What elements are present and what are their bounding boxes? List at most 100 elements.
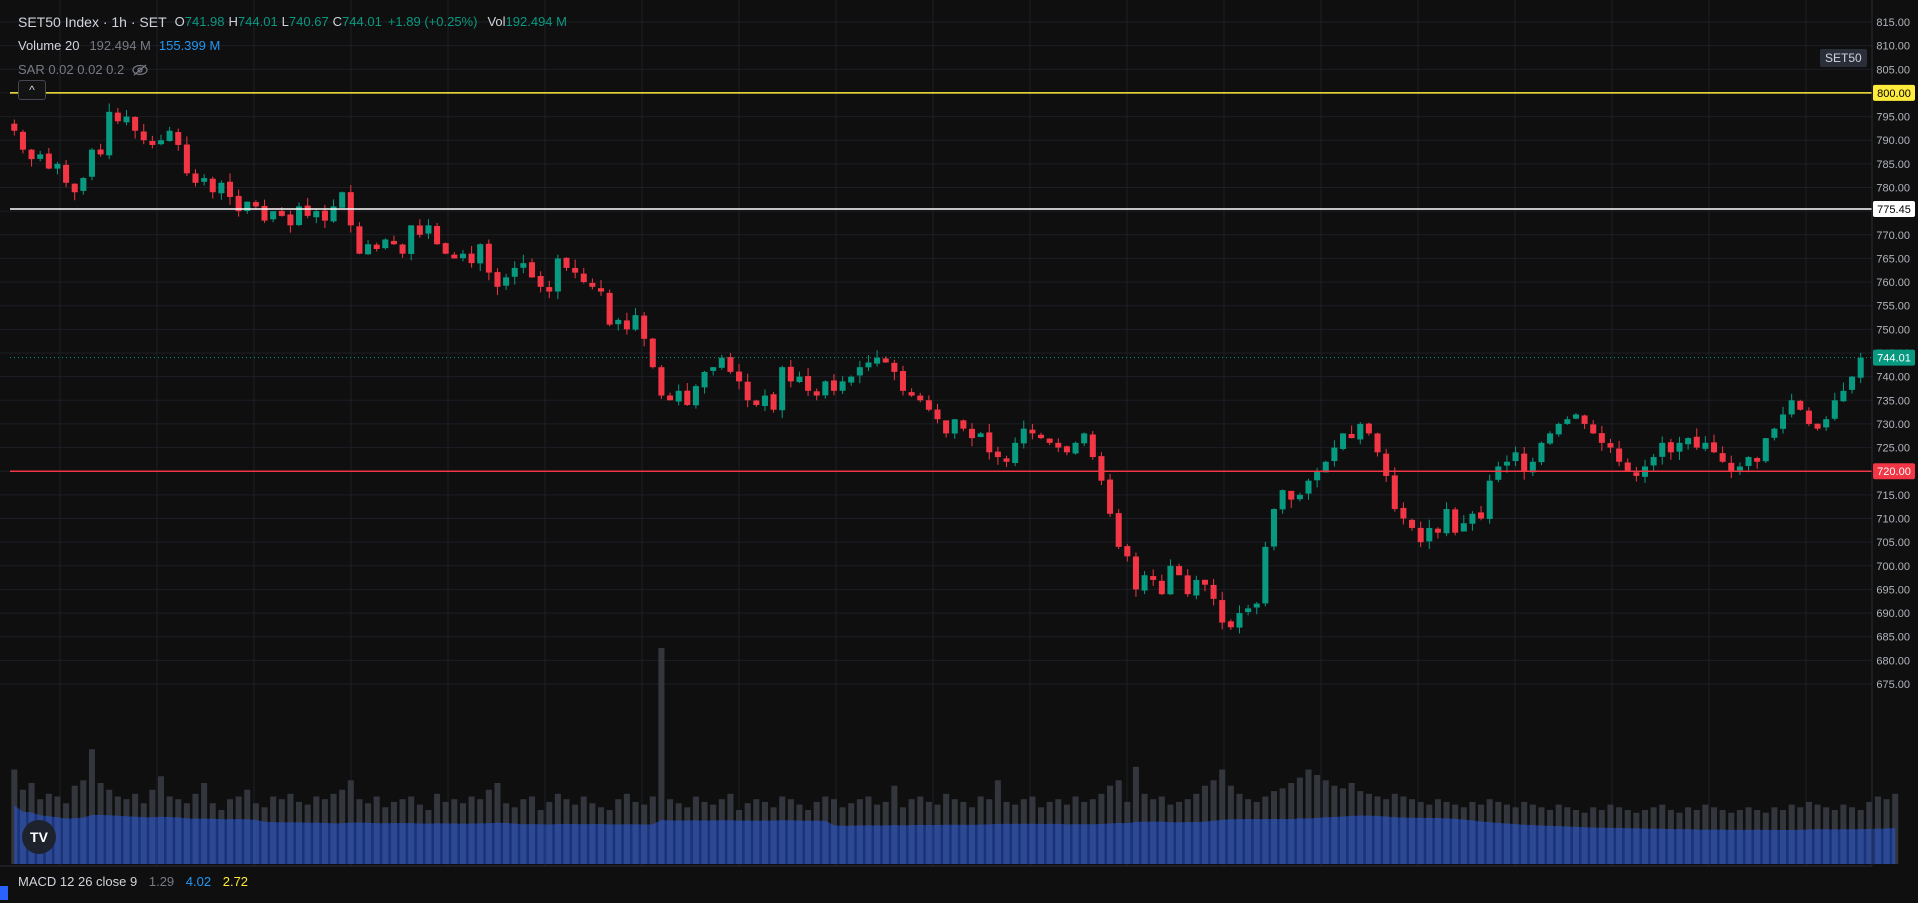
volume-bar (761, 801, 768, 864)
candle-body (882, 358, 889, 363)
macd-value-2: 4.02 (185, 874, 212, 889)
open-label: O (174, 14, 185, 29)
volume-bar (287, 793, 294, 864)
volume-legend-row[interactable]: Volume 20 192.494 M 155.399 M (18, 34, 567, 58)
pane-scroll-handle[interactable] (0, 886, 8, 900)
symbol-title[interactable]: SET50 Index · 1h · SET (18, 14, 167, 30)
volume-bar (114, 796, 121, 864)
candle-body (805, 376, 812, 391)
candle-body (1814, 423, 1821, 429)
volume-bar (434, 793, 441, 864)
candle-body (1780, 414, 1787, 429)
candle-body (1849, 376, 1856, 390)
volume-bar (1417, 801, 1424, 864)
candle-body (822, 381, 829, 396)
volume-value-1: 192.494 M (89, 38, 151, 53)
volume-bar (1227, 785, 1234, 864)
candle-body (1012, 442, 1019, 463)
candle-body (183, 144, 190, 174)
volume-bar (1598, 810, 1605, 864)
volume-bar (451, 799, 458, 864)
macd-legend[interactable]: MACD 12 26 close 9 1.29 4.02 2.72 (18, 874, 248, 889)
symbol-badge: SET50 (1820, 49, 1867, 67)
volume-bar (11, 769, 18, 864)
candle-body (1201, 579, 1208, 585)
tradingview-logo[interactable]: TV (22, 820, 56, 854)
candle-body (1081, 433, 1088, 444)
candle-body (416, 225, 423, 235)
candle-body (149, 140, 156, 145)
candle-body (425, 225, 432, 234)
volume-bar (839, 807, 846, 864)
volume-bar (692, 796, 699, 864)
volume-bar (140, 803, 147, 864)
candle-body (891, 362, 898, 372)
candle-body (1555, 423, 1562, 435)
candle-body (1305, 480, 1312, 494)
candle-body (528, 262, 536, 278)
price-tag-label: 720.00 (1877, 466, 1911, 478)
candle-body (1400, 507, 1407, 519)
candle-body (986, 432, 993, 453)
volume-bar (537, 810, 544, 864)
volume-bar (1201, 785, 1208, 864)
candle-body (1469, 513, 1476, 524)
candle-body (589, 282, 596, 287)
candle-body (459, 253, 466, 259)
volume-bar (88, 749, 95, 864)
volume-bar (106, 789, 113, 864)
sar-indicator-name[interactable]: SAR 0.02 0.02 0.2 (18, 62, 125, 77)
volume-bar (1486, 799, 1493, 864)
volume-bar (727, 793, 734, 864)
candle-body (1598, 433, 1605, 443)
volume-bar (632, 801, 639, 864)
volume-bar (1874, 796, 1881, 864)
volume-bar (1641, 810, 1649, 864)
candle-body (408, 225, 415, 254)
collapse-legend-button[interactable]: ^ (18, 80, 46, 100)
volume-bar (390, 801, 397, 864)
candle-body (330, 206, 337, 222)
sar-legend-row[interactable]: SAR 0.02 0.02 0.2 (18, 58, 567, 82)
volume-bar (252, 803, 259, 864)
volume-bar (1434, 799, 1441, 864)
volume-bar (1279, 788, 1286, 864)
price-tick-label: 790.00 (1876, 135, 1910, 147)
candle-body (1365, 423, 1372, 434)
horizontal-lines[interactable] (10, 92, 1872, 472)
volume-bar (244, 789, 251, 864)
candle-body (1038, 434, 1045, 439)
candle-body (692, 386, 699, 406)
candle-body (606, 292, 613, 325)
volume-indicator-name[interactable]: Volume 20 (18, 38, 80, 53)
candle-body (641, 315, 648, 339)
volume-bar (408, 796, 415, 864)
candle-body (1098, 456, 1105, 481)
volume-bar (1762, 812, 1769, 864)
volume-bar (1788, 804, 1795, 864)
close-value: 744.01 (342, 14, 382, 29)
candle-body (908, 392, 915, 396)
candle-body (537, 276, 544, 287)
volume-bar (183, 803, 190, 864)
volume-bar (1883, 799, 1890, 864)
candle-body (1693, 436, 1700, 448)
volume-bar (736, 810, 743, 864)
volume-bar (503, 803, 510, 864)
candle-body (667, 395, 674, 401)
volume-bar (986, 799, 993, 864)
volume-bar (1512, 807, 1519, 864)
symbol-legend-row[interactable]: SET50 Index · 1h · SET O 741.98 H 744.01 L… (18, 10, 567, 34)
volume-bar (1072, 796, 1079, 864)
price-tick-label: 765.00 (1876, 253, 1910, 265)
candle-body (201, 178, 208, 182)
candle-body (1702, 442, 1709, 449)
candle-body (1020, 428, 1027, 444)
price-axis[interactable]: 815.00 810.00 805.00 800.00 795.00 790.00 785.… (1876, 17, 1910, 691)
candle-body (270, 211, 277, 220)
macd-indicator-name[interactable]: MACD 12 26 close 9 (18, 874, 138, 889)
volume-bar (1029, 796, 1036, 864)
candle-body (1762, 438, 1769, 462)
eye-hidden-icon[interactable] (132, 64, 148, 76)
